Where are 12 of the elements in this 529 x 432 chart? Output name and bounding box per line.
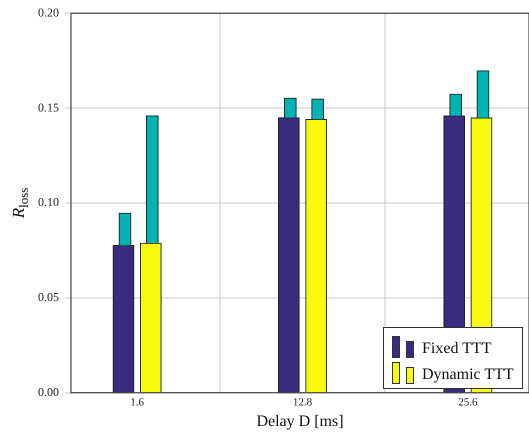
y-tick-label: 0.00 (38, 384, 59, 399)
y-tick-label: 0.15 (38, 100, 59, 114)
y-axis-title: Rloss (9, 188, 31, 220)
x-axis-title: Delay D [ms] (256, 412, 344, 430)
x-tick-label: 12.8 (292, 396, 313, 408)
y-tick-label: 0.20 (38, 5, 59, 20)
legend-label: Dynamic TTT (422, 366, 514, 384)
legend-label: Fixed TTT (422, 340, 492, 358)
y-tick-label: 0.05 (38, 290, 59, 304)
y-tick-label: 0.10 (38, 195, 59, 210)
x-tick-label: 1.6 (130, 396, 145, 408)
x-tick-label: 25.6 (458, 396, 478, 408)
